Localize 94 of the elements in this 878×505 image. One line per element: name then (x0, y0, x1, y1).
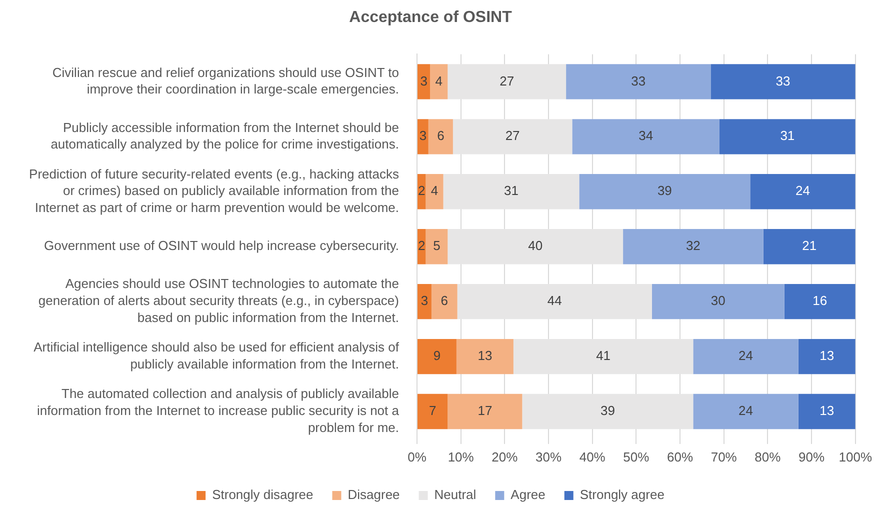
y-tick-label: Publicly accessible information from the Internet should be automatically analyzed by the police for crime investigations. (50, 120, 399, 152)
data-label: 2 (418, 183, 426, 198)
bar (719, 119, 856, 154)
bar (448, 229, 624, 264)
bar (798, 394, 856, 430)
legend-label: Neutral (434, 487, 476, 502)
data-label: 3 (419, 128, 427, 144)
data-label: 5 (433, 238, 440, 254)
data-label: 31 (504, 183, 518, 198)
legend-label: Strongly disagree (212, 487, 314, 502)
bar (418, 394, 448, 430)
data-label: 3 (420, 73, 428, 88)
data-label: 9 (433, 348, 441, 364)
data-label: 21 (802, 238, 817, 254)
data-label: 27 (500, 73, 514, 88)
data-label: 13 (478, 348, 492, 364)
data-label: 33 (631, 73, 646, 88)
x-tick-label: 10% (448, 449, 474, 464)
bar (457, 284, 652, 320)
y-tick-label: Agencies should use OSINT technologies to automate the generation of alerts about security threats (e.g., in cyberspace) based on public information from the Internet. (38, 276, 399, 326)
data-label: 16 (812, 293, 828, 308)
data-label: 24 (738, 403, 754, 418)
data-label: 4 (430, 183, 438, 198)
data-label: 41 (596, 348, 611, 364)
data-label: 24 (738, 348, 754, 364)
x-tick-label: 100% (838, 449, 872, 464)
bar (566, 64, 711, 100)
data-label: 4 (435, 73, 443, 88)
y-tick-label: Artificial intelligence should also be used for efficient analysis of publicly available information from the Internet. (34, 340, 400, 372)
bar (418, 338, 456, 374)
x-tick-label: 50% (623, 449, 650, 464)
bar (522, 394, 694, 430)
legend-label: Strongly agree (580, 487, 664, 502)
data-label: 27 (505, 128, 520, 144)
bar (452, 119, 572, 154)
bar (428, 119, 453, 154)
data-label: 32 (686, 238, 700, 254)
data-label: 31 (780, 128, 795, 144)
bar (456, 338, 514, 374)
x-tick-label: 70% (710, 449, 738, 464)
bar (418, 174, 426, 210)
y-tick-label: The automated collection and analysis of publicly available information from the Internet to increase public security is not a problem for me. (36, 386, 400, 435)
data-label: 39 (657, 183, 672, 198)
data-label: 17 (478, 403, 492, 418)
bar (623, 229, 764, 264)
data-label: 24 (796, 183, 810, 198)
bar (448, 64, 566, 100)
bar (572, 119, 720, 154)
y-tick-label: Prediction of future security-related events (e.g., hacking attacks or crimes) based on publicly available information from the Internet as part of crime or harm prevention would be welcome. (29, 166, 400, 216)
data-label: 39 (600, 403, 615, 418)
bar (431, 284, 458, 320)
bar (652, 284, 784, 320)
data-label: 33 (776, 73, 790, 88)
data-label: 40 (528, 238, 543, 254)
data-label: 7 (428, 403, 436, 418)
bar (710, 64, 856, 100)
data-label: 34 (638, 128, 654, 144)
data-label: 6 (437, 128, 444, 144)
x-tick-label: 30% (535, 449, 562, 464)
bar (579, 174, 750, 210)
bar (418, 119, 428, 154)
bar (693, 338, 798, 374)
chart-title: Acceptance of OSINT (349, 9, 512, 26)
data-label: 6 (440, 293, 448, 308)
legend-label: Disagree (348, 487, 400, 502)
x-tick-label: 20% (492, 449, 518, 464)
bar (513, 338, 694, 374)
bar (784, 284, 856, 320)
data-label: 3 (420, 293, 428, 308)
bar (443, 174, 580, 210)
x-tick-label: 0% (408, 449, 427, 464)
data-label: 13 (820, 348, 834, 364)
bar (418, 64, 430, 100)
data-label: 2 (418, 238, 426, 254)
bar (430, 64, 448, 100)
x-tick-label: 80% (754, 449, 782, 464)
bar (426, 229, 448, 264)
data-label: 13 (820, 403, 834, 418)
y-tick-label: Civilian rescue and relief organizations should use OSINT to improve their coordination in large-scale emergencies. (52, 64, 399, 97)
bar (763, 229, 856, 264)
data-label: 44 (547, 293, 562, 308)
legend-label: Agree (510, 487, 546, 502)
x-tick-label: 90% (798, 449, 825, 464)
data-label: 30 (710, 293, 726, 308)
bar (418, 229, 426, 264)
bar (448, 394, 522, 430)
bar (693, 394, 798, 430)
x-tick-label: 60% (667, 449, 694, 464)
y-tick-label: Government use of OSINT would help increase cybersecurity. (44, 238, 399, 254)
bar (798, 338, 856, 374)
bar (750, 174, 856, 210)
bar (426, 174, 444, 210)
bar (418, 284, 432, 320)
x-tick-label: 40% (579, 449, 606, 464)
